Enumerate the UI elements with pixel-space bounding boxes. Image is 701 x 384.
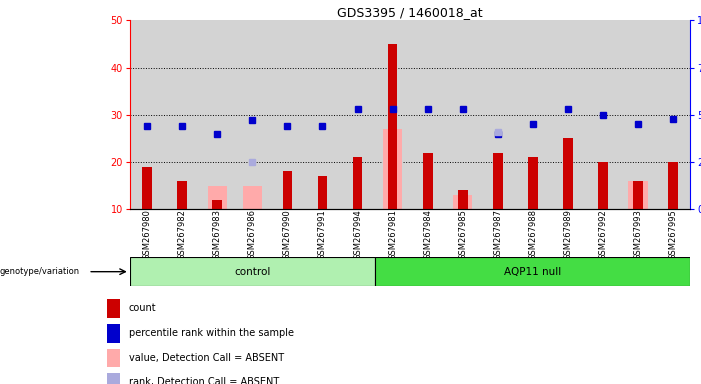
Text: GSM267980: GSM267980 <box>143 209 151 260</box>
Text: GSM267994: GSM267994 <box>353 209 362 260</box>
Text: GSM267989: GSM267989 <box>564 209 572 260</box>
Text: GSM267987: GSM267987 <box>494 209 502 260</box>
Bar <box>270 20 305 209</box>
Text: AQP11 null: AQP11 null <box>504 266 562 277</box>
Bar <box>142 167 152 209</box>
Bar <box>165 20 200 209</box>
Bar <box>423 152 433 209</box>
Text: GSM267988: GSM267988 <box>529 209 537 260</box>
Bar <box>493 152 503 209</box>
Bar <box>628 181 648 209</box>
Bar <box>668 162 678 209</box>
Bar <box>550 20 585 209</box>
Bar <box>515 20 550 209</box>
Bar <box>305 20 340 209</box>
Bar <box>200 20 235 209</box>
Bar <box>563 139 573 209</box>
Bar <box>235 20 270 209</box>
Bar <box>585 20 620 209</box>
Text: GSM267993: GSM267993 <box>634 209 642 260</box>
Text: GSM267983: GSM267983 <box>213 209 222 260</box>
Text: rank, Detection Call = ABSENT: rank, Detection Call = ABSENT <box>128 377 279 384</box>
Bar <box>107 373 120 384</box>
Bar <box>375 257 690 286</box>
Bar <box>388 44 397 209</box>
Bar <box>620 20 655 209</box>
Bar <box>375 20 410 209</box>
Bar <box>633 181 643 209</box>
Title: GDS3395 / 1460018_at: GDS3395 / 1460018_at <box>337 6 483 19</box>
Bar <box>107 299 120 318</box>
Bar <box>130 257 375 286</box>
Bar <box>528 157 538 209</box>
Bar <box>383 129 402 209</box>
Text: GSM267986: GSM267986 <box>248 209 257 260</box>
Bar <box>410 20 445 209</box>
Bar <box>207 186 227 209</box>
Bar <box>243 186 262 209</box>
Bar <box>353 157 362 209</box>
Text: GSM267982: GSM267982 <box>178 209 186 260</box>
Bar <box>212 200 222 209</box>
Text: GSM267984: GSM267984 <box>423 209 432 260</box>
Bar <box>655 20 690 209</box>
Bar <box>107 349 120 367</box>
Text: GSM267981: GSM267981 <box>388 209 397 260</box>
Bar <box>318 176 327 209</box>
Bar <box>283 172 292 209</box>
Text: control: control <box>234 266 271 277</box>
Text: GSM267985: GSM267985 <box>458 209 467 260</box>
Bar <box>177 181 187 209</box>
Bar <box>458 190 468 209</box>
Bar <box>445 20 480 209</box>
Text: GSM267990: GSM267990 <box>283 209 292 260</box>
Bar <box>598 162 608 209</box>
Bar <box>480 20 515 209</box>
Text: GSM267991: GSM267991 <box>318 209 327 260</box>
Text: value, Detection Call = ABSENT: value, Detection Call = ABSENT <box>128 353 284 363</box>
Bar <box>107 324 120 343</box>
Text: percentile rank within the sample: percentile rank within the sample <box>128 328 294 338</box>
Bar <box>130 20 165 209</box>
Text: count: count <box>128 303 156 313</box>
Text: GSM267995: GSM267995 <box>669 209 677 260</box>
Text: GSM267992: GSM267992 <box>599 209 607 260</box>
Bar <box>453 195 472 209</box>
Bar <box>340 20 375 209</box>
Text: genotype/variation: genotype/variation <box>0 267 80 276</box>
